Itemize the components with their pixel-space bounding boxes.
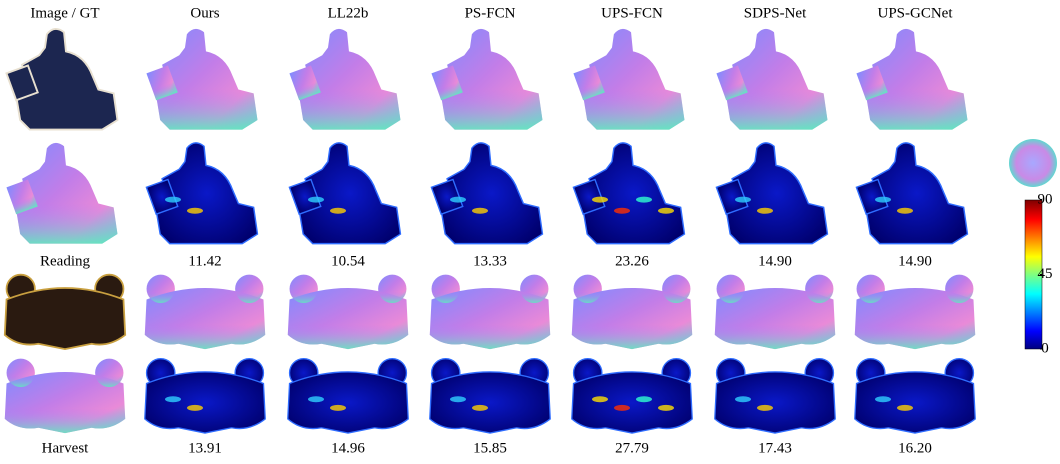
- angular-error: 13.91: [188, 440, 222, 456]
- estimated-normal-shade: [431, 29, 542, 130]
- photo: [5, 275, 125, 349]
- column-header: UPS-GCNet: [877, 5, 953, 21]
- angular-error: 16.20: [898, 440, 932, 456]
- column-header: UPS-FCN: [601, 5, 663, 21]
- column-header: Image / GT: [30, 5, 99, 21]
- error-map: [289, 143, 400, 244]
- object-name: Reading: [40, 253, 90, 269]
- colorbar-tick-label: 45: [1038, 266, 1053, 282]
- error-hotspot: [757, 405, 773, 411]
- colorbar-tick-label: 90: [1038, 191, 1053, 207]
- error-map: [573, 143, 684, 244]
- error-map: [855, 359, 975, 433]
- error-map: [145, 359, 265, 433]
- object-name: Harvest: [42, 440, 89, 456]
- angular-error: 27.79: [615, 440, 649, 456]
- angular-error: 15.85: [473, 440, 507, 456]
- angular-error: 13.33: [473, 253, 507, 269]
- column-header: Ours: [190, 5, 219, 21]
- error-hotspot: [187, 208, 203, 214]
- error-hotspot: [614, 208, 630, 214]
- estimated-normal-shade: [146, 29, 257, 130]
- object-photo: [6, 29, 117, 130]
- error-hotspot: [165, 396, 181, 402]
- angular-error: 10.54: [331, 253, 365, 269]
- estimated-normal-shade: [716, 29, 827, 130]
- estimated-normal-shade: [430, 275, 550, 349]
- error-map: [430, 359, 550, 433]
- error-hotspot: [636, 396, 652, 402]
- error-hotspot: [308, 197, 324, 203]
- estimated-normal-shade: [145, 275, 265, 349]
- estimated-normal-shade: [856, 29, 967, 130]
- error-hotspot: [897, 208, 913, 214]
- error-hotspot: [450, 396, 466, 402]
- angular-error: 14.90: [758, 253, 792, 269]
- error-hotspot: [187, 405, 203, 411]
- estimated-normal-shade: [289, 29, 400, 130]
- error-hotspot: [614, 405, 630, 411]
- error-hotspot: [165, 197, 181, 203]
- gt-normal-shade: [5, 359, 125, 433]
- error-map: [856, 143, 967, 244]
- error-hotspot: [330, 405, 346, 411]
- estimated-normal-shade: [855, 275, 975, 349]
- error-hotspot: [472, 208, 488, 214]
- error-hotspot: [897, 405, 913, 411]
- error-hotspot: [875, 396, 891, 402]
- error-map: [431, 143, 542, 244]
- error-hotspot: [735, 197, 751, 203]
- photo: [6, 29, 117, 130]
- error-hotspot: [757, 208, 773, 214]
- error-map: [146, 143, 257, 244]
- error-hotspot: [330, 208, 346, 214]
- estimated-normal-shade: [288, 275, 408, 349]
- error-map: [288, 359, 408, 433]
- colorbar-tick-label: 0: [1041, 340, 1049, 356]
- normal-sphere: [1009, 139, 1057, 187]
- estimated-normal-shade: [715, 275, 835, 349]
- angular-error: 23.26: [615, 253, 649, 269]
- error-hotspot: [308, 396, 324, 402]
- page: {"figure": { "headers": ["Image / GT", "…: [0, 0, 1060, 459]
- error-hotspot: [735, 396, 751, 402]
- angular-error: 17.43: [758, 440, 792, 456]
- error-hotspot: [658, 208, 674, 214]
- angular-error: 11.42: [188, 253, 221, 269]
- estimated-normal-shade: [572, 275, 692, 349]
- error-map: [572, 359, 692, 433]
- error-map: [716, 143, 827, 244]
- estimated-normal-shade: [573, 29, 684, 130]
- error-hotspot: [472, 405, 488, 411]
- column-header: PS-FCN: [465, 5, 516, 21]
- error-hotspot: [875, 197, 891, 203]
- column-header: SDPS-Net: [744, 5, 807, 21]
- error-hotspot: [592, 197, 608, 203]
- angular-error: 14.90: [898, 253, 932, 269]
- gt-normal-shade: [6, 143, 117, 244]
- angular-error: 14.96: [331, 440, 365, 456]
- column-header: LL22b: [328, 5, 369, 21]
- error-hotspot: [636, 197, 652, 203]
- figure: Image / GT Ours LL22b PS-FCN UPS-FCN SDPS-Net…: [0, 0, 1060, 459]
- error-hotspot: [450, 197, 466, 203]
- error-hotspot: [658, 405, 674, 411]
- error-map: [715, 359, 835, 433]
- object-photo: [5, 275, 125, 349]
- error-hotspot: [592, 396, 608, 402]
